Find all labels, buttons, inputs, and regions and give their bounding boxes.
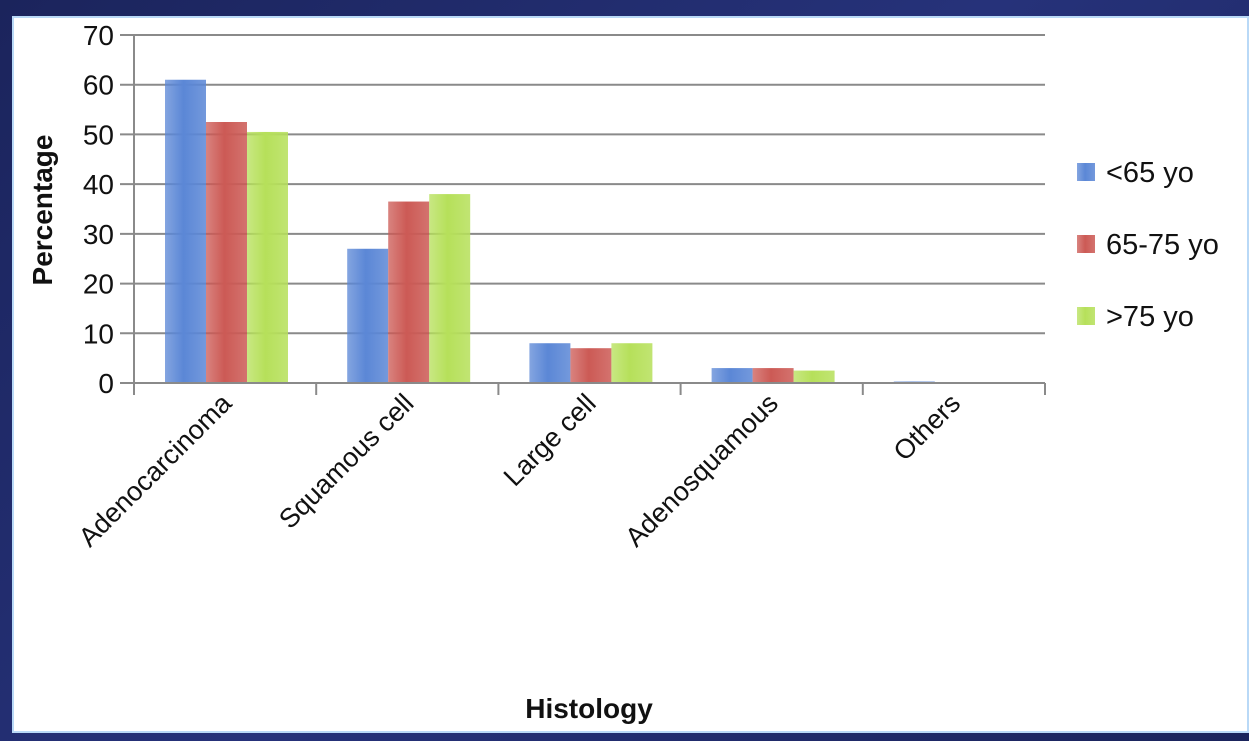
x-tick-label: Others	[888, 388, 967, 467]
bar--75-yo-adenocarcinoma	[247, 131, 288, 383]
y-tick-label: 40	[83, 169, 114, 200]
bar-65-75-yo-adenocarcinoma	[206, 122, 247, 383]
bar--65-yo-adenosquamous	[711, 368, 753, 383]
bar--75-yo-squamous-cell	[429, 194, 471, 383]
x-tick-label: Large cell	[498, 388, 602, 492]
bar--75-yo-large-cell	[611, 343, 653, 383]
legend-swatch	[1077, 235, 1095, 253]
bar--65-yo-large-cell	[529, 343, 571, 383]
y-tick-label: 50	[83, 119, 114, 150]
x-tick-label: Adenosquamous	[619, 388, 784, 553]
legend-label: <65 yo	[1106, 157, 1194, 189]
y-tick-label: 0	[98, 368, 114, 399]
bar--65-yo-adenocarcinoma	[165, 79, 206, 383]
y-tick-labels: 0 10 20 30 40 50 60 70	[83, 20, 114, 399]
legend-swatch	[1077, 307, 1095, 325]
axes	[120, 35, 1046, 395]
y-tick-label: 70	[83, 20, 114, 51]
x-tick-label: Squamous cell	[273, 388, 419, 534]
y-axis-title: Percentage	[27, 135, 58, 286]
x-tick-label: Adenocarcinoma	[73, 387, 238, 552]
bar--65-yo-squamous-cell	[347, 248, 389, 383]
legend-label: >75 yo	[1106, 301, 1194, 333]
bars	[165, 79, 935, 383]
bar-65-75-yo-adenosquamous	[752, 368, 794, 383]
y-tick-label: 20	[83, 269, 114, 300]
legend-label: 65-75 yo	[1106, 229, 1219, 261]
legend-swatch	[1077, 163, 1095, 181]
y-tick-label: 60	[83, 70, 114, 101]
legend: <65 yo 65-75 yo >75 yo	[1077, 157, 1219, 333]
bar-65-75-yo-squamous-cell	[388, 201, 430, 383]
y-tick-label: 10	[83, 318, 114, 349]
x-tick-labels: Adenocarcinoma Squamous cell Large cell Ade…	[73, 387, 966, 552]
bar--75-yo-adenosquamous	[793, 370, 835, 383]
bar-65-75-yo-large-cell	[570, 348, 612, 383]
y-tick-label: 30	[83, 219, 114, 250]
x-axis-title: Histology	[525, 693, 653, 724]
